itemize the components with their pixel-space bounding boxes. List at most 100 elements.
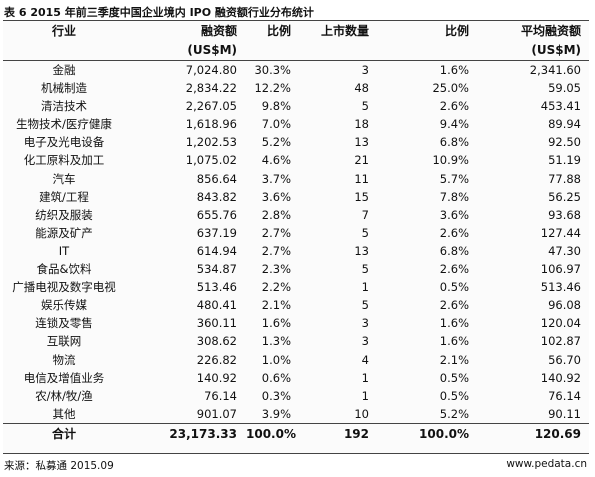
cell-ratio-listings: 2.6% <box>439 225 469 240</box>
cell-ratio-listings: 1.6% <box>439 63 469 77</box>
cell-avg-financing: 120.04 <box>540 316 581 331</box>
cell-ratio-financing: 1.3% <box>261 334 291 349</box>
table-row: 连锁及零售 360.11 1.6% 3 1.6% 120.04 <box>3 314 589 332</box>
cell-listings: 1 <box>361 280 369 295</box>
cell-avg-financing: 77.88 <box>548 171 581 186</box>
cell-financing: 308.62 <box>196 334 237 349</box>
table-row: 食品&饮料 534.87 2.3% 5 2.6% 106.97 <box>3 260 589 278</box>
cell-industry: 电信及增值业务 <box>23 370 105 385</box>
header-avg-financing: 平均融资额 <box>520 24 581 38</box>
cell-ratio-financing: 1.6% <box>261 316 291 331</box>
cell-financing: 655.76 <box>196 207 237 222</box>
cell-ratio-listings: 1.6% <box>439 316 469 331</box>
cell-industry: 互联网 <box>46 334 82 349</box>
total-label: 合计 <box>3 422 125 445</box>
cell-ratio-financing: 9.8% <box>261 99 291 114</box>
total-listings: 192 <box>299 422 377 445</box>
cell-ratio-listings: 25.0% <box>432 81 469 96</box>
cell-financing: 856.64 <box>196 171 237 186</box>
cell-industry: IT <box>58 243 70 258</box>
cell-avg-financing: 59.05 <box>548 81 581 96</box>
total-financing: 23,173.33 <box>125 422 245 445</box>
cell-avg-financing: 89.94 <box>548 117 581 132</box>
table-body: 金融 7,024.80 30.3% 3 1.6% 2,341.60 机械制造 2,834.22… <box>3 61 589 424</box>
cell-industry: 金融 <box>52 63 76 77</box>
cell-ratio-listings: 7.8% <box>439 189 469 204</box>
cell-industry: 连锁及零售 <box>35 316 93 331</box>
cell-industry: 农/林/牧/渔 <box>35 388 93 403</box>
cell-industry: 汽车 <box>52 171 76 186</box>
cell-industry: 能源及矿产 <box>35 225 93 240</box>
total-avg-financing: 120.69 <box>477 422 589 445</box>
cell-ratio-financing: 12.2% <box>254 81 291 96</box>
cell-financing: 637.19 <box>196 225 237 240</box>
cell-financing: 7,024.80 <box>185 63 237 77</box>
header-ratio2-sub <box>377 41 477 61</box>
cell-financing: 901.07 <box>196 406 237 421</box>
cell-avg-financing: 96.08 <box>548 298 581 313</box>
cell-ratio-listings: 5.2% <box>439 406 469 421</box>
cell-ratio-listings: 2.6% <box>439 99 469 114</box>
cell-listings: 5 <box>361 99 369 114</box>
cell-financing: 140.92 <box>196 370 237 385</box>
table-row: 互联网 308.62 1.3% 3 1.6% 102.87 <box>3 332 589 350</box>
table-row: 汽车 856.64 3.7% 11 5.7% 77.88 <box>3 170 589 188</box>
cell-listings: 5 <box>361 225 369 240</box>
cell-ratio-listings: 6.8% <box>439 135 469 150</box>
cell-industry: 娱乐传媒 <box>41 298 87 313</box>
table-row: 机械制造 2,834.22 12.2% 48 25.0% 59.05 <box>3 79 589 97</box>
cell-industry: 生物技术/医疗健康 <box>16 117 112 132</box>
cell-ratio-listings: 0.5% <box>439 388 469 403</box>
header-ratio-listings: 比例 <box>444 24 469 38</box>
cell-ratio-listings: 9.4% <box>439 117 469 132</box>
cell-industry: 清洁技术 <box>41 99 87 114</box>
table-row: 娱乐传媒 480.41 2.1% 5 2.6% 96.08 <box>3 296 589 314</box>
cell-listings: 5 <box>361 262 369 277</box>
cell-ratio-financing: 2.8% <box>261 207 291 222</box>
cell-avg-financing: 92.50 <box>548 135 581 150</box>
table-row: 广播电视及数字电视 513.46 2.2% 1 0.5% 513.46 <box>3 278 589 296</box>
cell-listings: 3 <box>361 334 369 349</box>
cell-ratio-listings: 10.9% <box>432 153 469 168</box>
cell-listings: 3 <box>361 63 369 77</box>
cell-ratio-listings: 2.1% <box>439 352 469 367</box>
website-link[interactable]: www.pedata.cn <box>506 458 587 470</box>
cell-avg-financing: 56.25 <box>548 189 581 204</box>
cell-financing: 513.46 <box>196 280 237 295</box>
cell-ratio-financing: 2.1% <box>261 298 291 313</box>
table-row: 电信及增值业务 140.92 0.6% 1 0.5% 140.92 <box>3 369 589 387</box>
cell-ratio-financing: 2.7% <box>261 243 291 258</box>
cell-financing: 1,618.96 <box>185 117 237 132</box>
cell-financing: 2,834.22 <box>185 81 237 96</box>
table-row: 金融 7,024.80 30.3% 3 1.6% 2,341.60 <box>3 61 589 80</box>
cell-avg-financing: 51.19 <box>548 153 581 168</box>
cell-avg-financing: 2,341.60 <box>529 63 581 77</box>
total-row: 合计 23,173.33 100.0% 192 100.0% 120.69 <box>3 422 589 445</box>
cell-ratio-listings: 5.7% <box>439 171 469 186</box>
header-listings: 上市数量 <box>320 24 369 38</box>
cell-financing: 614.94 <box>196 243 237 258</box>
cell-avg-financing: 102.87 <box>540 334 581 349</box>
table-row: IT 614.94 2.7% 13 6.8% 47.30 <box>3 242 589 260</box>
source-note: 来源：私募通 2015.09 <box>4 460 114 472</box>
cell-industry: 化工原料及加工 <box>23 153 105 168</box>
cell-avg-financing: 93.68 <box>548 207 581 222</box>
cell-avg-financing: 513.46 <box>540 280 581 295</box>
cell-listings: 1 <box>361 388 369 403</box>
cell-listings: 13 <box>354 243 369 258</box>
cell-listings: 48 <box>354 81 369 96</box>
cell-industry: 电子及光电设备 <box>23 135 105 150</box>
cell-industry: 其他 <box>52 406 76 421</box>
cell-financing: 843.82 <box>196 189 237 204</box>
cell-ratio-listings: 2.6% <box>439 298 469 313</box>
cell-avg-financing: 140.92 <box>540 370 581 385</box>
cell-ratio-listings: 0.5% <box>439 370 469 385</box>
header-ratio-sub <box>245 41 299 61</box>
total-ratio-financing: 100.0% <box>245 422 299 445</box>
cell-ratio-financing: 1.0% <box>261 352 291 367</box>
table-row: 能源及矿产 637.19 2.7% 5 2.6% 127.44 <box>3 224 589 242</box>
table-row: 农/林/牧/渔 76.14 0.3% 1 0.5% 76.14 <box>3 387 589 405</box>
cell-listings: 15 <box>354 189 369 204</box>
cell-ratio-financing: 4.6% <box>261 153 291 168</box>
cell-ratio-listings: 0.5% <box>439 280 469 295</box>
